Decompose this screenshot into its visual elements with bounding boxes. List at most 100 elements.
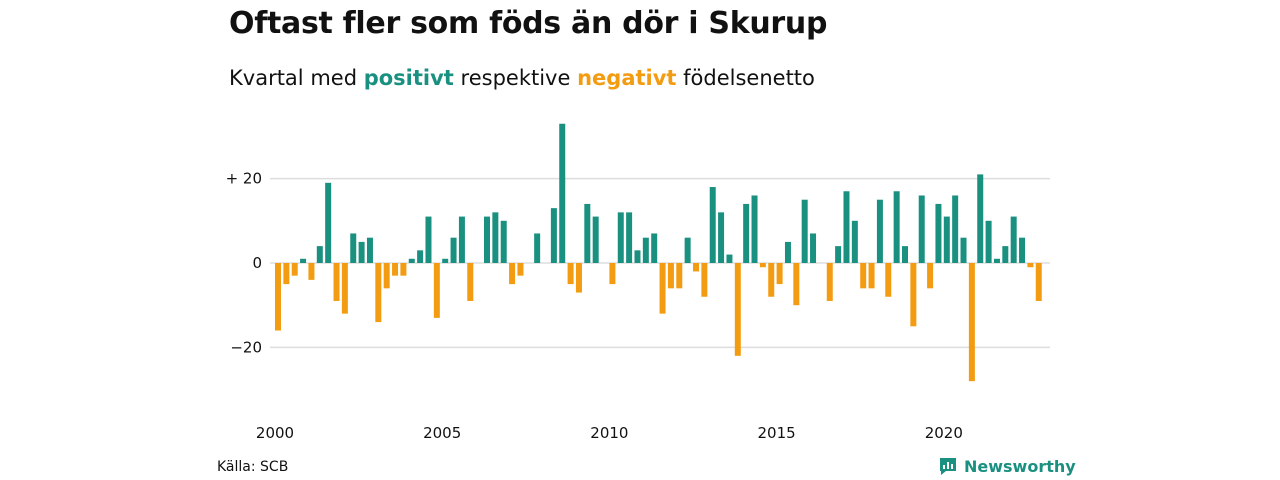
bar (876, 199, 883, 263)
bar (433, 263, 440, 318)
bar (333, 263, 340, 301)
bar (1019, 237, 1026, 263)
x-axis: 2000 2005 2010 2015 2020 (256, 424, 963, 442)
subtitle-suffix: födelsenetto (683, 66, 815, 90)
bar (768, 263, 775, 297)
bar (467, 263, 474, 301)
bar (943, 216, 950, 263)
bar (927, 263, 934, 289)
chart-subtitle: Kvartal med positivt respektive negativt… (229, 66, 815, 90)
bar (659, 263, 666, 314)
bar (492, 212, 499, 263)
bar (375, 263, 382, 323)
bar (885, 263, 892, 297)
bar (751, 195, 758, 263)
bar (826, 263, 833, 301)
bar (801, 199, 808, 263)
bar (734, 263, 741, 356)
bar (534, 233, 541, 263)
bar (651, 233, 658, 263)
subtitle-middle: respektive (460, 66, 571, 90)
bar (275, 263, 281, 331)
bar (325, 182, 332, 263)
y-tick-label: 0 (252, 254, 262, 272)
bar (977, 174, 984, 263)
bar (559, 123, 566, 264)
bar (1010, 216, 1017, 263)
bar (776, 263, 783, 285)
subtitle-positive: positivt (363, 66, 454, 90)
bar (851, 220, 858, 263)
subtitle-negative: negativt (577, 66, 677, 90)
bar (567, 263, 574, 285)
bar (1027, 263, 1034, 268)
bar (868, 263, 875, 289)
bar (517, 263, 524, 276)
bar (308, 263, 315, 280)
bar (810, 233, 817, 263)
bar (759, 263, 766, 268)
bar (417, 250, 424, 263)
bar (592, 216, 599, 263)
x-tick-label: 2000 (256, 424, 294, 442)
bar (701, 263, 708, 297)
bar (1035, 263, 1042, 301)
bar (350, 233, 357, 263)
bar (676, 263, 683, 289)
bar (283, 263, 290, 285)
x-tick-label: 2020 (925, 424, 963, 442)
bar (484, 216, 490, 263)
bar (392, 263, 399, 276)
bar (584, 203, 591, 263)
y-tick-label: + 20 (226, 170, 262, 188)
bar (993, 258, 1000, 263)
bar (500, 220, 507, 263)
bar (684, 237, 691, 263)
bar (835, 246, 842, 263)
bar (609, 263, 616, 285)
y-axis: + 20 0 −20 (226, 170, 262, 357)
bar (509, 263, 516, 285)
bar (408, 258, 415, 263)
bar (709, 187, 716, 263)
bar (617, 212, 624, 263)
bar (450, 237, 457, 263)
bar (918, 195, 925, 263)
bar (860, 263, 867, 289)
bar (893, 191, 900, 263)
bar (626, 212, 633, 263)
bar (291, 263, 298, 276)
bar (718, 212, 725, 263)
bar (1002, 246, 1009, 263)
bar (902, 246, 908, 263)
bar (634, 250, 641, 263)
x-tick-label: 2015 (758, 424, 796, 442)
brand[interactable]: Newsworthy (938, 456, 1076, 476)
bar (793, 263, 800, 306)
bar (743, 203, 750, 263)
brand-name: Newsworthy (964, 456, 1076, 476)
chart-title: Oftast fler som föds än dör i Skurup (229, 6, 828, 41)
bar (425, 216, 432, 263)
bar (341, 263, 348, 314)
bar (935, 203, 942, 263)
x-tick-label: 2010 (590, 424, 628, 442)
bar (442, 258, 449, 263)
bar (952, 195, 959, 263)
bar (550, 208, 557, 263)
bar (968, 263, 975, 382)
bar (642, 237, 649, 263)
source-note: Källa: SCB (217, 459, 289, 475)
bar (960, 237, 967, 263)
bar (910, 263, 917, 327)
bar (316, 246, 323, 263)
bar (300, 258, 307, 263)
bar (400, 263, 407, 276)
bar (383, 263, 390, 289)
subtitle-prefix: Kvartal med (229, 66, 358, 90)
bar (726, 254, 733, 263)
bar (843, 191, 850, 263)
bar (784, 241, 791, 263)
bar (667, 263, 674, 289)
